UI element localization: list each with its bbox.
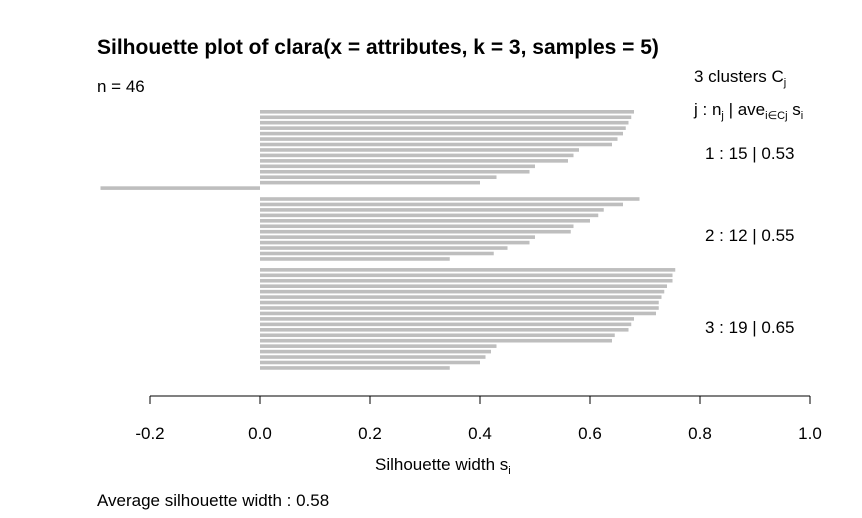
silhouette-bar-c3-11 (260, 322, 632, 327)
silhouette-bar-c3-9 (260, 311, 656, 316)
average-silhouette-width: Average silhouette width : 0.58 (97, 491, 330, 510)
legend-j-sub: j (721, 110, 724, 122)
legend-clusters-sub: j (783, 77, 787, 89)
silhouette-bar-c1-14 (260, 180, 480, 185)
cluster-3-summary: 3 : 19 | 0.65 (705, 318, 795, 337)
silhouette-bar-c2-2 (260, 202, 623, 207)
x-tick-label: 0.0 (248, 424, 272, 443)
silhouette-bar-c1-13 (260, 175, 497, 179)
silhouette-bar-c1-9 (260, 153, 574, 158)
silhouette-bar-c1-6 (260, 137, 618, 141)
silhouette-bar-c3-17 (260, 355, 486, 359)
legend-header-line1: 3 clusters Cj (694, 67, 786, 89)
x-tick-label: 0.6 (578, 424, 602, 443)
silhouette-bar-c3-6 (260, 295, 662, 299)
x-tick-label: 0.8 (688, 424, 712, 443)
silhouette-bar-c2-4 (260, 213, 599, 218)
cluster-2-summary: 2 : 12 | 0.55 (705, 226, 795, 245)
legend-clusters-text: 3 clusters C (694, 67, 784, 86)
silhouette-bar-c2-10 (260, 246, 508, 250)
x-axis-label-sub: i (508, 465, 511, 477)
silhouette-bar-c2-8 (260, 235, 535, 239)
silhouette-bar-c3-7 (260, 300, 659, 305)
silhouette-bar-c1-5 (260, 131, 623, 136)
silhouette-bar-c3-2 (260, 273, 673, 278)
silhouette-bar-c3-4 (260, 284, 667, 288)
x-axis-label: Silhouette width si (375, 455, 511, 477)
silhouette-bar-c3-16 (260, 349, 491, 354)
silhouette-bar-c2-7 (260, 229, 571, 234)
silhouette-bar-c1-11 (260, 164, 535, 169)
silhouette-bar-c3-10 (260, 317, 634, 321)
legend-s-sub: i (800, 110, 804, 122)
silhouette-bar-c2-3 (260, 208, 604, 212)
silhouette-bar-c3-15 (260, 344, 497, 348)
silhouette-bar-c3-3 (260, 278, 673, 283)
silhouette-bar-c3-5 (260, 289, 665, 294)
silhouette-bar-c1-12 (260, 169, 530, 174)
x-tick-label: 0.2 (358, 424, 382, 443)
sample-size-label: n = 46 (97, 77, 145, 96)
silhouette-bar-c2-1 (260, 197, 640, 201)
silhouette-bar-c3-1 (260, 268, 676, 272)
silhouette-bar-c3-12 (260, 328, 629, 332)
silhouette-bar-c1-2 (260, 115, 632, 120)
silhouette-bar-c3-14 (260, 338, 612, 343)
legend-header-line2: j : nj | avei∈Cj si (694, 100, 803, 122)
x-axis-label-text: Silhouette width s (375, 455, 509, 474)
silhouette-bar-c2-5 (260, 219, 590, 223)
silhouette-bar-c3-13 (260, 333, 615, 338)
silhouette-bar-c3-18 (260, 360, 480, 365)
legend-ave-sub: i∈Cj (765, 110, 788, 122)
x-tick-label: -0.2 (135, 424, 164, 443)
silhouette-bar-c1-15 (100, 186, 260, 190)
silhouette-bar-c1-10 (260, 159, 568, 163)
silhouette-bar-c1-7 (260, 142, 612, 147)
silhouette-bar-c2-6 (260, 224, 574, 229)
legend-j-text: j : n (694, 100, 722, 119)
silhouette-bar-c3-19 (260, 366, 450, 370)
silhouette-bar-c3-8 (260, 306, 659, 310)
silhouette-bar-c1-8 (260, 148, 579, 152)
silhouette-bar-c2-11 (260, 251, 494, 256)
silhouette-bar-c2-12 (260, 257, 450, 261)
legend-s-text: s (787, 100, 801, 119)
silhouette-bar-c1-4 (260, 126, 626, 130)
silhouette-bar-c1-1 (260, 110, 634, 114)
silhouette-bar-c1-3 (260, 120, 629, 125)
x-tick-label: 0.4 (468, 424, 492, 443)
legend-ave-text: | ave (723, 100, 766, 119)
chart-title: Silhouette plot of clara(x = attributes,… (97, 36, 659, 59)
cluster-1-summary: 1 : 15 | 0.53 (705, 144, 795, 163)
silhouette-bar-c2-9 (260, 240, 530, 245)
x-tick-label: 1.0 (798, 424, 822, 443)
